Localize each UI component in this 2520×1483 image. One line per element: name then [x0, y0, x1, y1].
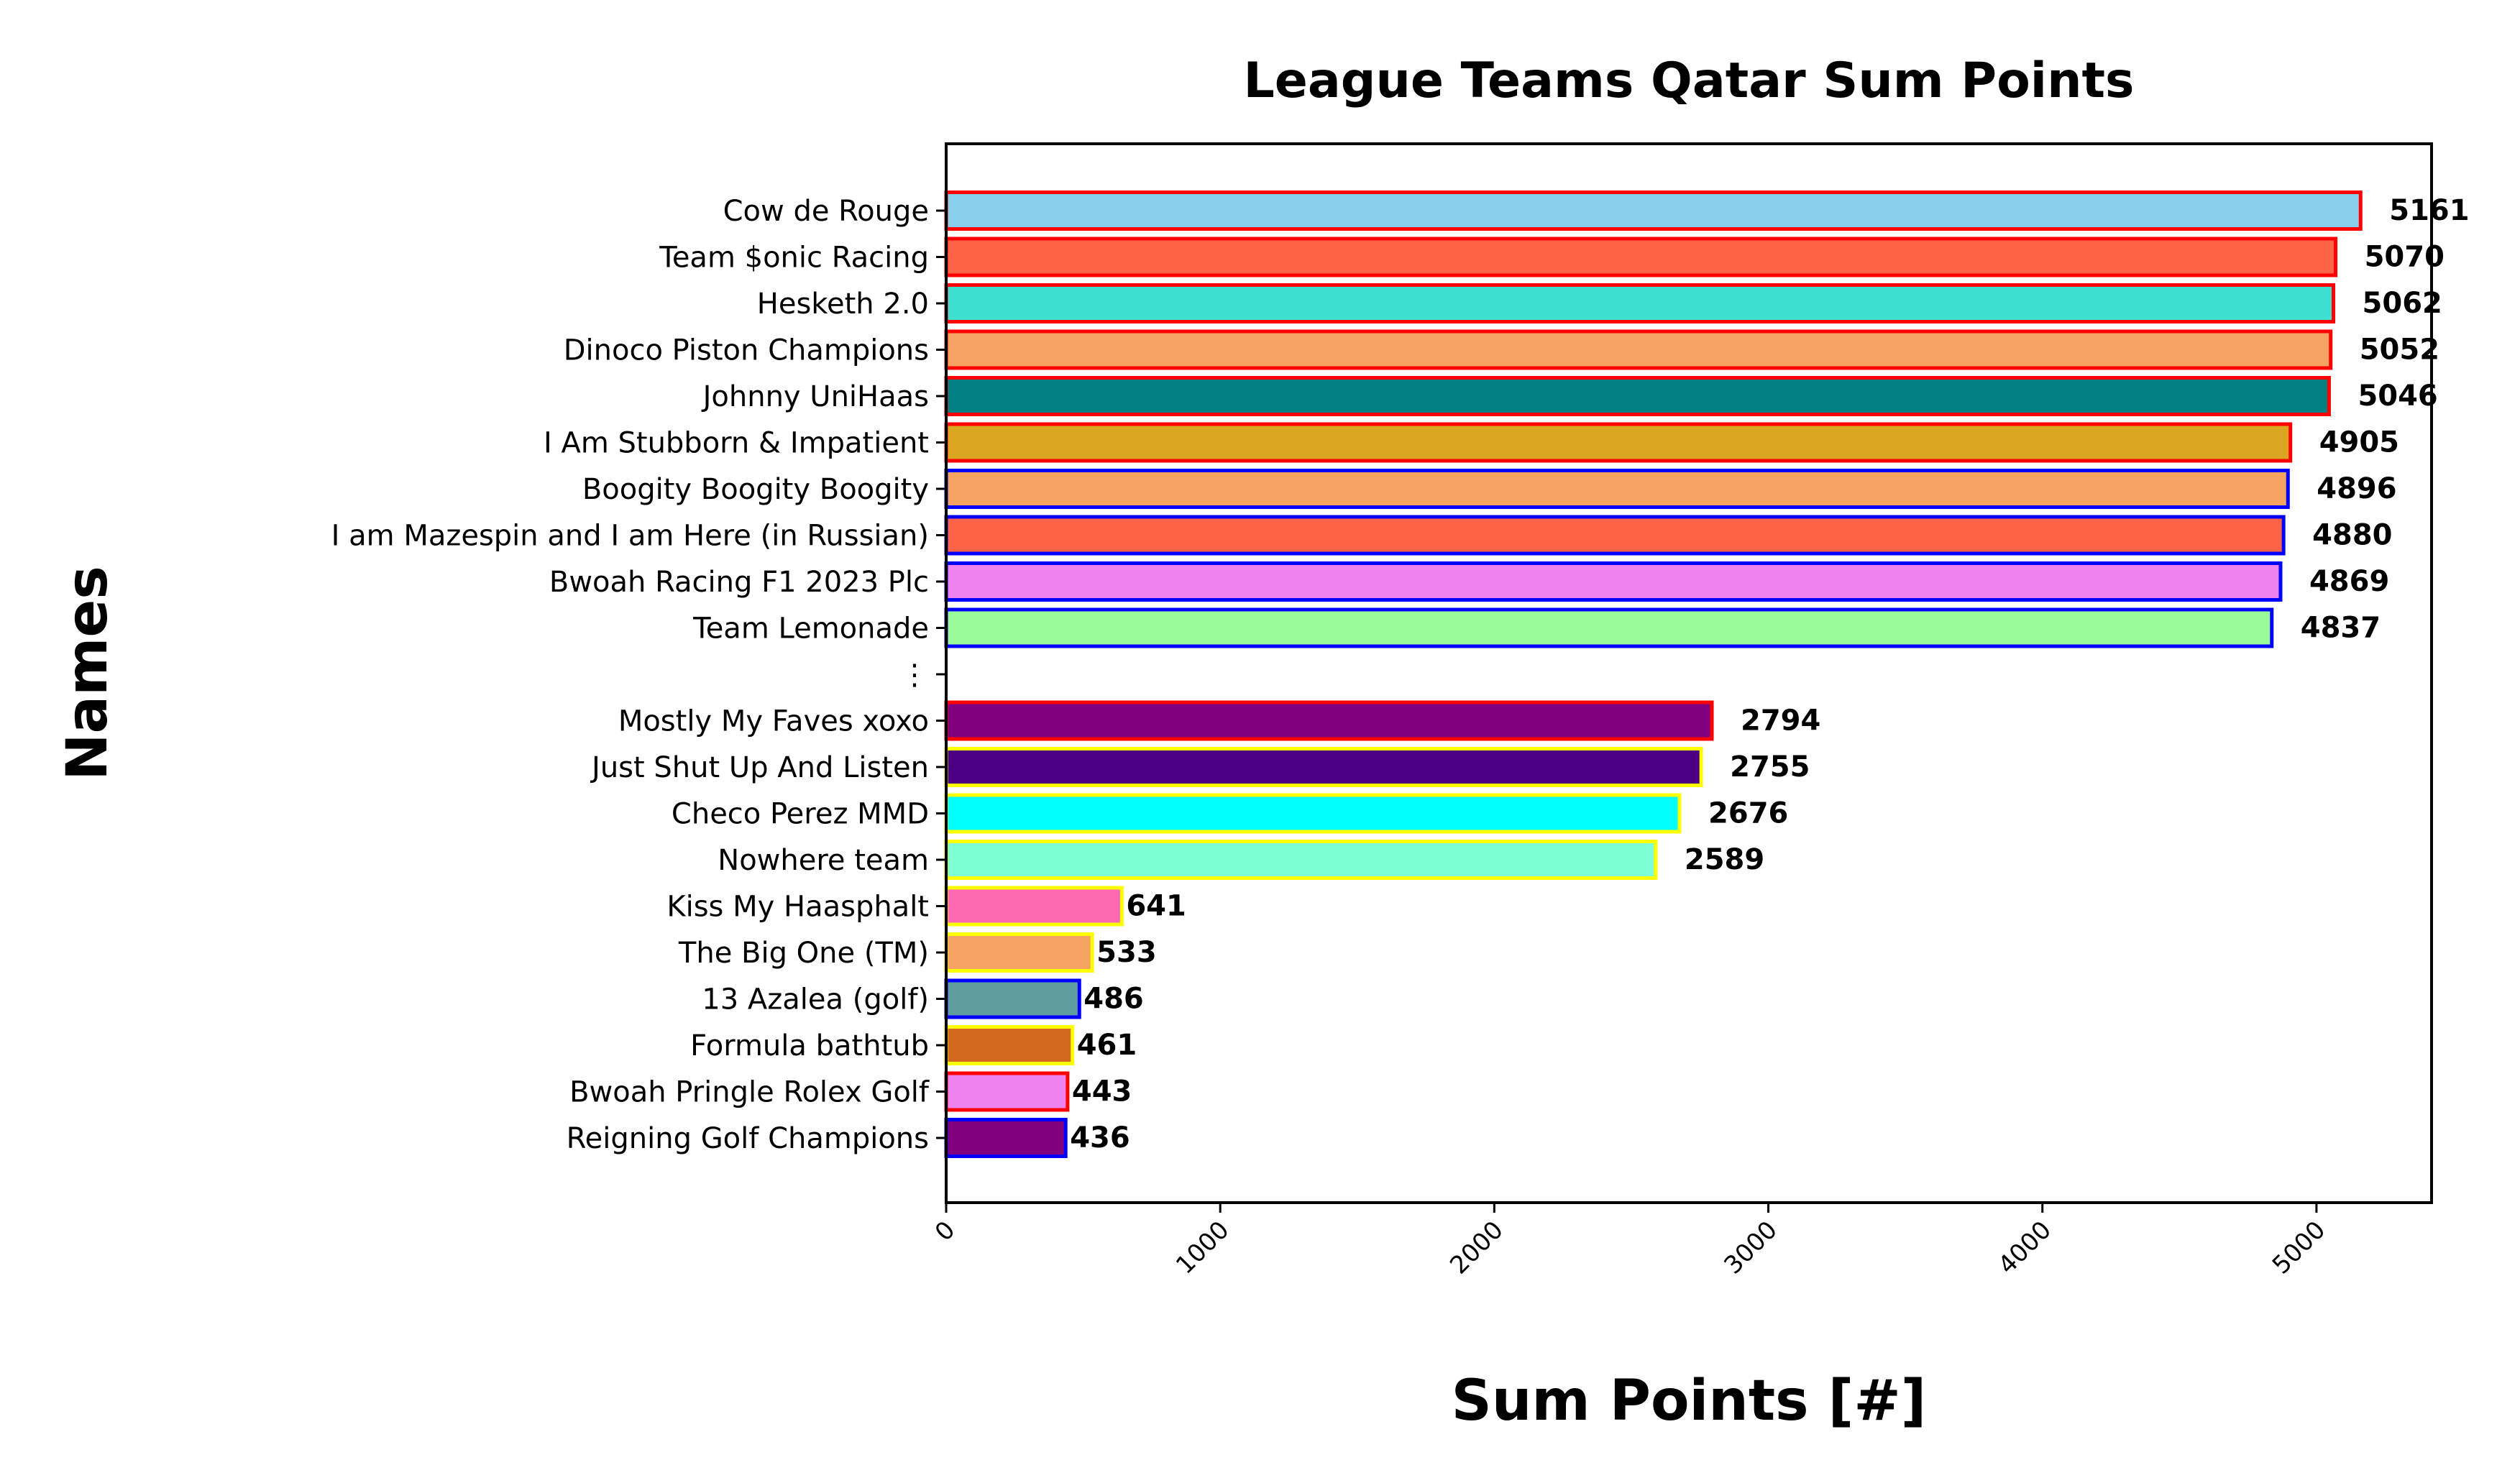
- x-tick-label: 1000: [1170, 1216, 1234, 1280]
- x-tick-label: 2000: [1444, 1216, 1508, 1280]
- y-tick-label: Reigning Golf Champions: [567, 1122, 929, 1155]
- bar-value-label: 4905: [2319, 426, 2399, 459]
- bar: [944, 283, 2336, 323]
- bar: [944, 376, 2331, 416]
- bar-value-label: 2676: [1708, 797, 1788, 830]
- x-tick-label: 0: [930, 1216, 961, 1247]
- x-tick-label: 5000: [2267, 1216, 2331, 1280]
- bar-value-label: 5062: [2363, 287, 2442, 320]
- bar-value-label: 486: [1083, 983, 1144, 1016]
- bar-value-label: 5161: [2389, 194, 2469, 227]
- y-tick-label: Boogity Boogity Boogity: [582, 473, 929, 506]
- bar: [944, 190, 2363, 231]
- x-axis-ticks: 0 1000 2000 3000 4000 5000: [930, 1203, 2331, 1280]
- bar-value-label: 436: [1070, 1121, 1130, 1154]
- bars-group: [944, 190, 2363, 1158]
- y-tick-label: 13 Azalea (golf): [702, 983, 929, 1016]
- bar-value-label: 443: [1072, 1075, 1132, 1108]
- bar: [944, 1071, 1070, 1112]
- bar-value-label: 641: [1126, 890, 1186, 923]
- y-tick-label: Kiss My Haasphalt: [666, 891, 929, 924]
- y-tick-label: Bwoah Pringle Rolex Golf: [569, 1076, 930, 1109]
- y-tick-label: Team $onic Racing: [659, 242, 929, 275]
- bar-value-label: 4869: [2309, 565, 2389, 598]
- bar-value-label: 533: [1096, 936, 1157, 969]
- y-tick-label: Cow de Rouge: [723, 195, 929, 228]
- bar: [944, 422, 2293, 463]
- bar: [944, 747, 1703, 787]
- y-axis-ticks: Cow de Rouge Team $onic Racing Hesketh 2.0…: [331, 195, 946, 1155]
- y-tick-label: Bwoah Racing F1 2023 Plc: [549, 566, 929, 599]
- bar-value-label: 5046: [2358, 380, 2437, 413]
- y-tick-label: The Big One (TM): [678, 937, 929, 970]
- y-tick-label: Dinoco Piston Champions: [564, 334, 929, 367]
- y-tick-label: I am Mazespin and I am Here (in Russian): [331, 520, 929, 553]
- bar: [944, 840, 1658, 880]
- x-tick-label: 4000: [1993, 1216, 2057, 1280]
- y-tick-label: Checo Perez MMD: [672, 798, 929, 831]
- bar: [944, 515, 2286, 556]
- bar-value-label: 2755: [1730, 750, 1810, 784]
- y-tick-label: Mostly My Faves xoxo: [618, 705, 929, 738]
- bar-value-label: 4880: [2312, 519, 2392, 552]
- value-labels: 5161507050625052504649054896488048694837…: [1070, 194, 2469, 1154]
- x-axis-label: Sum Points [#]: [1452, 1369, 1927, 1433]
- bar-value-label: 4896: [2317, 472, 2396, 505]
- bar: [944, 700, 1714, 741]
- bar-value-label: 4837: [2301, 612, 2381, 645]
- y-tick-label: Nowhere team: [718, 844, 929, 877]
- bar-value-label: 2794: [1741, 704, 1820, 738]
- y-tick-label: Team Lemonade: [692, 612, 929, 646]
- x-tick-label: 3000: [1718, 1216, 1782, 1280]
- y-tick-label: Hesketh 2.0: [757, 288, 929, 321]
- y-tick-label: ⋮: [900, 658, 929, 692]
- bar: [944, 561, 2283, 602]
- bar: [944, 932, 1094, 973]
- bar-value-label: 2589: [1685, 843, 1764, 876]
- bar: [944, 1025, 1075, 1065]
- bar: [944, 329, 2333, 370]
- bar: [944, 607, 2274, 648]
- bar: [944, 886, 1124, 927]
- plot-frame: [945, 142, 2433, 1204]
- y-tick-label: I Am Stubborn & Impatient: [544, 427, 929, 460]
- y-axis-label: Names: [55, 566, 120, 781]
- bar: [944, 469, 2290, 509]
- chart-title: League Teams Qatar Sum Points: [1243, 52, 2134, 109]
- bar: [944, 1118, 1068, 1158]
- y-tick-label: Just Shut Up And Listen: [590, 751, 929, 784]
- bar: [944, 978, 1081, 1019]
- bar-value-label: 461: [1077, 1029, 1137, 1062]
- y-tick-label: Johnny UniHaas: [701, 380, 929, 413]
- bar: [944, 793, 1682, 834]
- bar: [944, 237, 2338, 277]
- bar-value-label: 5052: [2360, 334, 2439, 367]
- y-tick-label: Formula bathtub: [690, 1029, 929, 1062]
